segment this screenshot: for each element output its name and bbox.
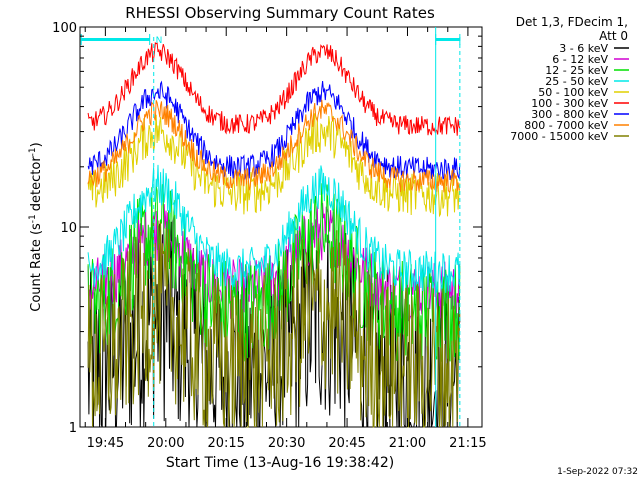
attenuator-flag: N	[156, 36, 163, 46]
legend-label-4: 50 - 100 keV	[538, 86, 608, 99]
plot-area: N 1 10 100 19:45 20:00 20:15 20:30 20:45 21:00 2…	[52, 21, 486, 451]
marker-layer: N	[80, 27, 461, 427]
y-axis-label-sup: -1	[28, 214, 38, 223]
x-tick-label: 21:15	[449, 436, 486, 451]
cyan-interval-bar	[81, 38, 150, 41]
chart-title: RHESSI Observing Summary Count Rates	[125, 4, 435, 22]
legend-label-6: 300 - 800 keV	[531, 108, 608, 121]
legend-header-line1: Det 1,3, FDecim 1,	[516, 15, 628, 29]
x-tick-label: 19:45	[87, 436, 124, 451]
series-line-6	[87, 80, 461, 181]
y-tick-label: 100	[52, 21, 77, 36]
x-tick-label: 20:00	[147, 436, 184, 451]
y-axis-label-tail: detector	[29, 156, 44, 212]
legend-label-5: 100 - 300 keV	[531, 97, 608, 110]
y-tick-label: 1	[69, 421, 77, 436]
y-axis-ticks: 1 10 100	[52, 21, 482, 436]
legend-label-3: 25 - 50 keV	[545, 75, 608, 88]
series-line-4	[87, 113, 461, 218]
legend-label-8: 7000 - 15000 keV	[510, 130, 608, 143]
x-axis-ticks: 19:45 20:00 20:15 20:30 20:45 21:00 21:15	[84, 27, 487, 451]
x-tick-label: 20:45	[328, 436, 365, 451]
y-axis-label-sup2: -1	[28, 147, 38, 156]
series-line-8	[87, 220, 461, 428]
x-axis-label: Start Time (13-Aug-16 19:38:42)	[166, 455, 394, 471]
series-line-3	[87, 164, 461, 294]
y-axis-label-close: )	[29, 142, 44, 147]
legend-label-2: 12 - 25 keV	[545, 64, 608, 77]
x-tick-label: 20:15	[207, 436, 244, 451]
legend-label-1: 6 - 12 keV	[552, 53, 608, 66]
series-line-1	[87, 202, 461, 322]
x-tick-label: 21:00	[389, 436, 426, 451]
y-axis-label: Count Rate (s-1detector-1)	[28, 142, 44, 311]
series-line-5	[87, 41, 461, 136]
cyan-interval-bar	[435, 38, 460, 41]
legend-header-line2: Att 0	[599, 29, 628, 43]
series-line-7	[87, 99, 460, 193]
y-tick-label: 10	[60, 221, 77, 236]
x-tick-label: 20:30	[268, 436, 305, 451]
y-axis-label-main: Count Rate (s	[29, 223, 44, 312]
legend-label-7: 800 - 7000 keV	[524, 119, 608, 132]
legend-label-0: 3 - 6 keV	[559, 42, 608, 55]
generation-timestamp: 1-Sep-2022 07:32	[557, 467, 638, 477]
series-layer	[87, 41, 461, 428]
